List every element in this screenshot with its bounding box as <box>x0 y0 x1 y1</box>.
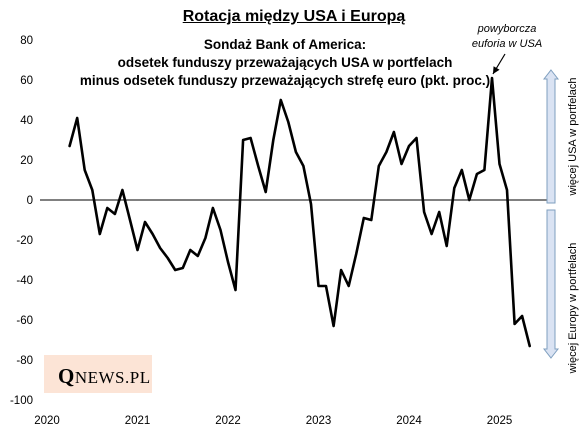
chart-title: Rotacja między USA i Europą <box>182 8 406 25</box>
y-axis-ticks: 80 60 40 20 0 -20 -40 -60 -80 -100 <box>10 35 33 407</box>
y-tick-label: -40 <box>16 275 33 287</box>
logo-q: Q <box>58 364 75 388</box>
lower-arrow <box>542 209 560 359</box>
annotation-line-2: euforia w USA <box>471 38 543 50</box>
y-tick-label: -20 <box>16 235 33 247</box>
upper-arrow <box>542 69 560 204</box>
annotation-arrow <box>492 53 506 75</box>
logo-rest: NEWS.PL <box>74 368 151 387</box>
chart-subtitle-line-1: Sondaż Bank of America: <box>203 37 367 52</box>
series-line <box>68 76 532 348</box>
chart-subtitle-line-3: minus odsetek funduszy przeważających st… <box>79 73 491 88</box>
annotation-line-1: powyborcza <box>477 23 537 35</box>
y-tick-label: -60 <box>16 315 33 327</box>
logo: QNEWS.PL <box>44 355 152 393</box>
annotation-text: powyborcza euforia w USA <box>452 22 562 52</box>
x-tick-label: 2023 <box>306 415 332 427</box>
x-tick-label: 2021 <box>125 415 151 427</box>
y-tick-label: -100 <box>10 395 33 407</box>
upper-side-label: więcej USA w portfelach <box>567 78 579 197</box>
data-series <box>68 76 532 348</box>
y-tick-label: 0 <box>27 195 33 207</box>
lower-side-label: więcej Europy w portfelach <box>567 243 579 375</box>
chart-subtitle-line-2: odsetek funduszy przeważających USA w po… <box>117 55 453 70</box>
y-tick-label: 20 <box>20 155 33 167</box>
x-tick-label: 2024 <box>396 415 422 427</box>
logo-text: QNEWS.PL <box>58 364 151 389</box>
x-tick-label: 2022 <box>215 415 241 427</box>
y-tick-label: 40 <box>20 115 33 127</box>
annotation-arrow-head <box>492 66 500 74</box>
y-tick-label: 60 <box>20 75 33 87</box>
side-arrows: więcej USA w portfelach więcej Europy w p… <box>542 69 579 375</box>
x-tick-label: 2025 <box>487 415 513 427</box>
y-tick-label: 80 <box>20 35 33 47</box>
x-axis-ticks: 2020 2021 2022 2023 2024 2025 <box>34 415 512 427</box>
x-tick-label: 2020 <box>34 415 60 427</box>
y-tick-label: -80 <box>16 355 33 367</box>
